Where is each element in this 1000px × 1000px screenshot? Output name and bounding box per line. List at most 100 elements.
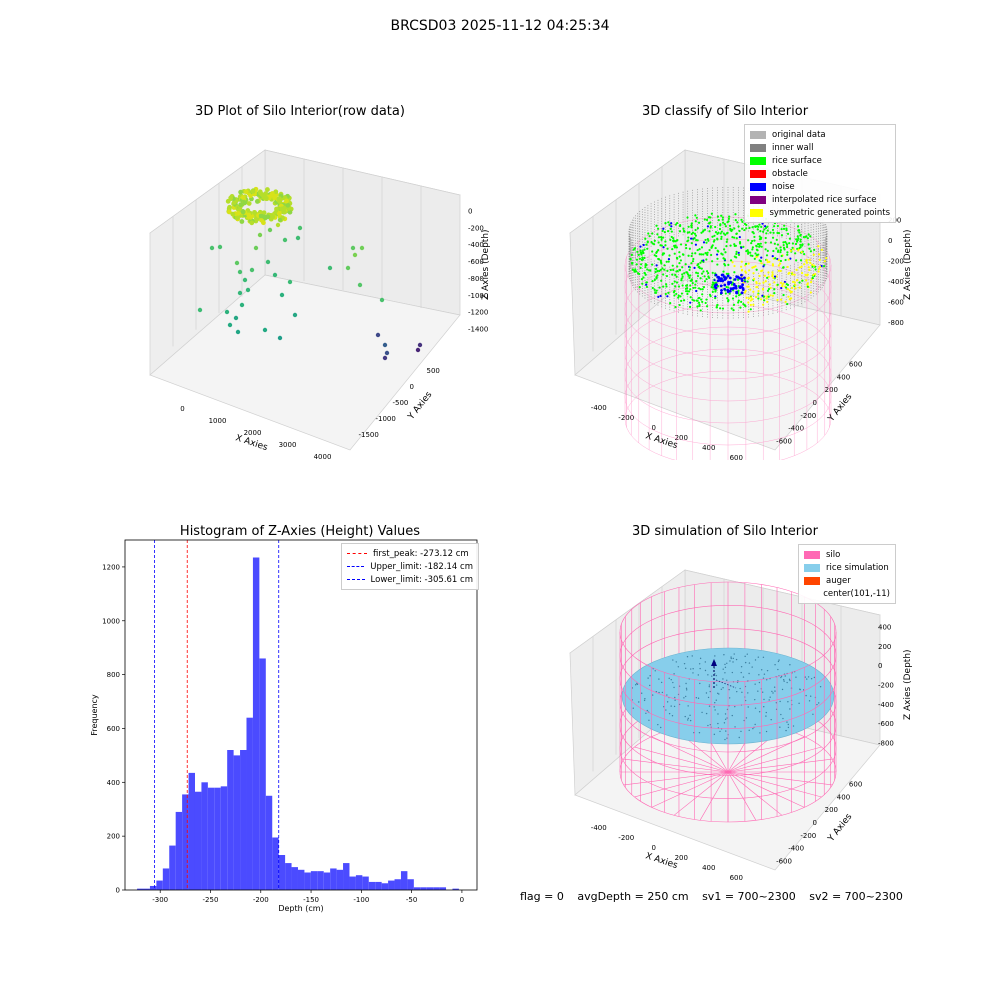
legend-label: rice surface — [772, 155, 822, 166]
noise-point — [724, 277, 727, 281]
rice-mesh-dot — [769, 696, 771, 698]
classify-point — [719, 307, 722, 310]
classify-point — [694, 220, 697, 223]
classify-point — [744, 305, 747, 308]
classify-point — [747, 285, 750, 288]
classify-point — [726, 297, 729, 300]
x-tick-label: 600 — [730, 454, 743, 460]
rice-mesh-dot — [722, 687, 724, 689]
classify-point — [775, 247, 778, 250]
classify-point — [760, 262, 763, 265]
auger-arm — [715, 679, 737, 689]
classify-point — [818, 253, 821, 256]
histogram-bar — [278, 855, 286, 890]
classify-point — [737, 253, 741, 256]
rice-mesh-dot — [720, 688, 723, 690]
noise-point — [726, 274, 730, 278]
rice-mesh-dot — [763, 706, 765, 708]
simulation-3d-plot: -400 -200 0 200 400 600 600 400 200 0 -200 -400 -600… — [569, 569, 913, 880]
classify-point — [676, 221, 679, 225]
legend-label: silo — [826, 549, 841, 560]
classify-point — [674, 285, 677, 288]
classify-point — [667, 258, 671, 261]
classify-point — [729, 229, 732, 232]
classify-point — [684, 243, 688, 247]
classify-point — [674, 223, 677, 226]
classify-point — [684, 263, 687, 266]
classify-point — [740, 260, 743, 263]
classify-point — [727, 263, 730, 266]
rice-mesh-dot — [754, 683, 756, 685]
classify-point — [751, 226, 754, 229]
y-tick-label: 400 — [837, 373, 850, 381]
raw-point — [262, 327, 268, 333]
classify-point — [681, 253, 685, 256]
classify-point — [651, 242, 654, 245]
classify-point — [777, 269, 780, 272]
classify-point — [769, 286, 772, 290]
rice-mesh-dot — [765, 711, 767, 714]
rice-mesh-dot — [632, 707, 634, 709]
classify-point — [631, 268, 634, 271]
classify-point — [686, 216, 689, 219]
classify-point — [763, 228, 766, 231]
histogram-bar — [227, 750, 234, 890]
classify-point — [794, 252, 797, 255]
legend-item: symmetric generated points — [750, 206, 890, 219]
classify-point — [794, 242, 798, 246]
histogram-legend: first_peak: -273.12 cm Upper_limit: -182… — [341, 543, 479, 590]
rice-mesh-dot — [651, 694, 654, 696]
raw-point — [240, 209, 246, 215]
y-tick-label: 400 — [107, 779, 120, 787]
classify-point — [720, 214, 723, 217]
classify-point — [706, 253, 709, 256]
noise-point — [727, 282, 730, 286]
classify-point — [674, 273, 677, 276]
classify-point — [677, 294, 680, 297]
raw-point — [245, 287, 251, 293]
rice-mesh-dot — [779, 700, 781, 703]
legend-swatch — [750, 156, 766, 165]
classify-point — [702, 286, 706, 289]
classify-point — [701, 230, 705, 233]
classify-point — [726, 238, 729, 241]
classify-point — [773, 291, 776, 295]
classify-point — [690, 254, 693, 258]
classify-point — [725, 240, 728, 244]
raw-point — [254, 199, 260, 204]
classify-point — [724, 251, 727, 254]
rice-mesh-dot — [789, 708, 791, 710]
classify-point — [725, 232, 729, 235]
classify-point — [721, 216, 725, 219]
classify-point — [643, 272, 646, 275]
classify-point — [703, 218, 706, 221]
classify-point — [646, 268, 649, 271]
classify-point — [793, 281, 796, 284]
histogram-bar — [439, 887, 447, 890]
rice-mesh-dot — [787, 701, 789, 703]
rice-mesh-dot — [709, 690, 711, 693]
classify-point — [809, 250, 813, 253]
rice-mesh-dot — [715, 684, 718, 686]
classify-point — [705, 270, 709, 273]
histogram-bar — [259, 658, 266, 890]
histogram-bar — [362, 876, 369, 890]
classify-point — [693, 232, 696, 235]
raw-point — [265, 259, 271, 265]
classify-point — [744, 270, 747, 273]
rice-mesh-dot — [744, 661, 747, 664]
classify-point — [656, 269, 659, 273]
classify-point — [656, 274, 659, 277]
raw-point — [270, 214, 276, 220]
classify-point — [801, 244, 804, 247]
rice-mesh-dot — [759, 732, 761, 734]
classify-point — [731, 297, 735, 300]
rice-mesh-dot — [674, 699, 676, 701]
classify-point — [756, 228, 759, 231]
legend-item: original data — [750, 128, 890, 141]
rice-mesh-dot — [691, 655, 693, 657]
histogram-plot: -300 -250 -200 -150 -100 -50 0 0 200 400 600 800 10… — [90, 539, 478, 913]
classify-point — [727, 272, 730, 275]
classify-point — [698, 303, 701, 306]
rice-mesh-dot — [692, 672, 694, 674]
